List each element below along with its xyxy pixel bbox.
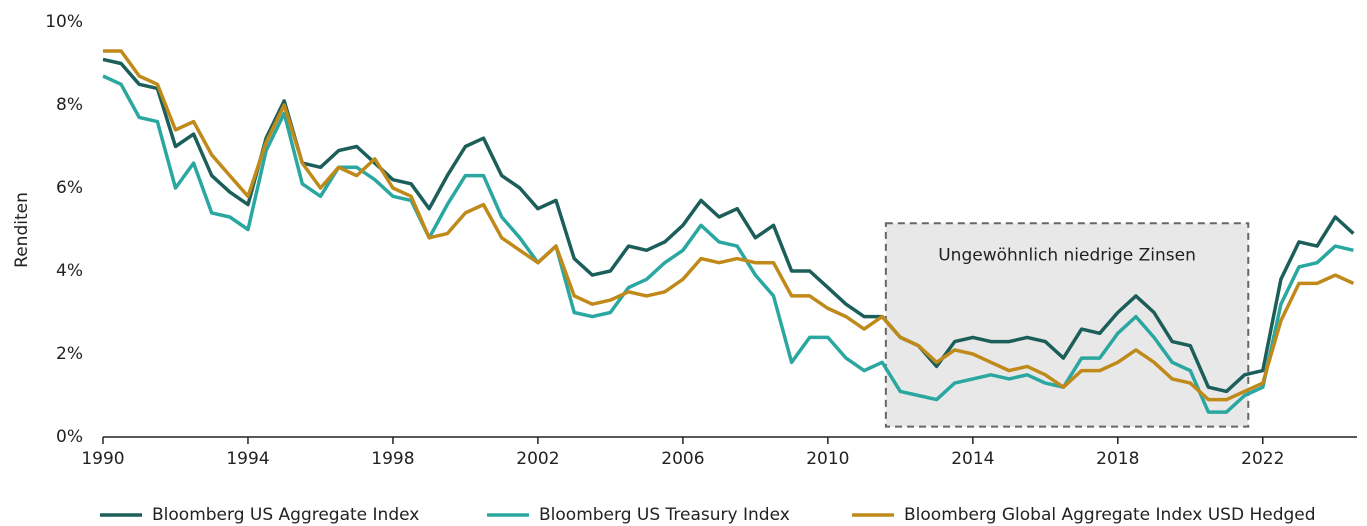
legend-label: Bloomberg US Treasury Index — [539, 505, 790, 525]
series-line — [102, 74, 1354, 414]
x-tick-label: 1990 — [81, 449, 124, 469]
annotation-text: Ungewöhnlich niedrige Zinsen — [938, 245, 1196, 265]
legend-label: Bloomberg US Aggregate Index — [152, 505, 419, 525]
x-tick-label: 2006 — [661, 449, 704, 469]
series-line — [103, 49, 1355, 402]
x-tick-label: 2018 — [1096, 449, 1139, 469]
y-axis-label: Renditen — [12, 192, 32, 268]
x-tick-label: 1994 — [226, 449, 269, 469]
y-tick-label: 4% — [56, 261, 83, 281]
y-tick-label: 2% — [56, 344, 83, 364]
x-tick-label: 2010 — [806, 449, 849, 469]
x-tick-label: 2022 — [1241, 449, 1284, 469]
y-tick-label: 10% — [45, 12, 83, 32]
x-tick-label: 2014 — [951, 449, 994, 469]
y-tick-label: 0% — [56, 427, 83, 447]
y-tick-label: 8% — [56, 95, 83, 115]
y-tick-label: 6% — [56, 178, 83, 198]
series-line — [102, 57, 1355, 394]
legend-label: Bloomberg Global Aggregate Index USD Hed… — [904, 505, 1316, 525]
x-tick-label: 2002 — [516, 449, 559, 469]
x-tick-label: 1998 — [371, 449, 414, 469]
